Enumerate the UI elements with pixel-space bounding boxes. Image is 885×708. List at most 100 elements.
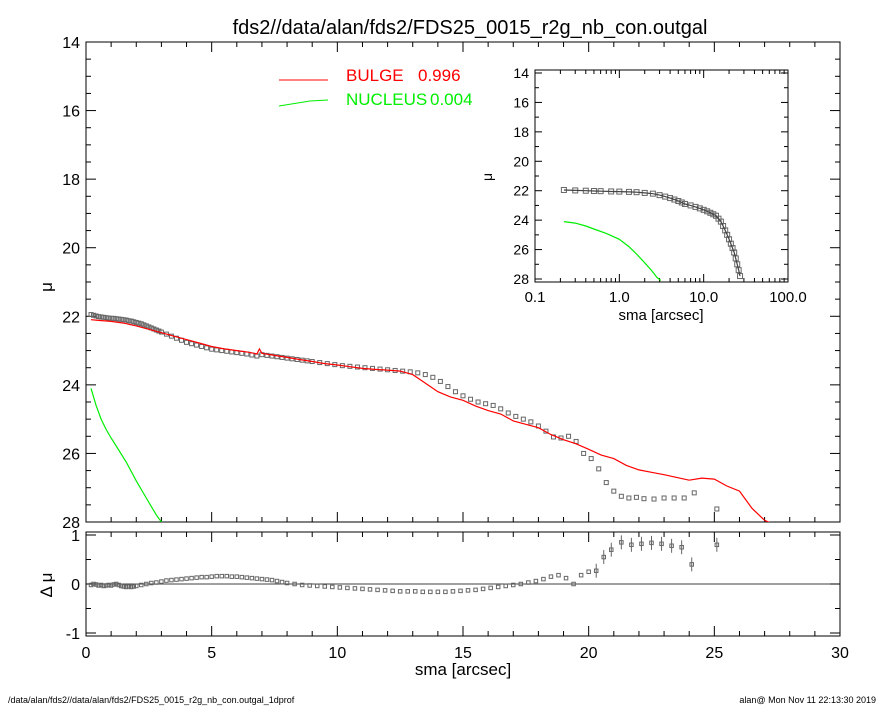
residual-point xyxy=(619,540,624,545)
residual-point xyxy=(488,585,493,591)
main-data-point xyxy=(460,393,466,399)
residual-point xyxy=(593,568,599,574)
residual-point xyxy=(314,583,320,589)
residual-point xyxy=(578,572,584,578)
residual-point xyxy=(194,575,199,580)
residual-point xyxy=(563,575,569,581)
main-data-point xyxy=(274,354,280,360)
main-data-point xyxy=(121,317,127,323)
inset-data-point xyxy=(726,236,733,243)
main-data-point xyxy=(101,314,107,320)
main-data-point xyxy=(91,312,97,318)
main-data-point xyxy=(118,316,124,322)
main-data-point xyxy=(138,321,144,327)
inset-data-point xyxy=(727,240,734,247)
inset-background xyxy=(508,66,792,284)
residual-point xyxy=(234,574,240,579)
main-data-point xyxy=(520,416,526,422)
main-data-point xyxy=(93,313,99,319)
legend-nucleus-swatch xyxy=(278,99,329,107)
main-data-point xyxy=(681,495,687,501)
inset-data-point xyxy=(692,203,699,210)
residual-point xyxy=(480,586,486,592)
residual-point xyxy=(649,540,654,546)
residual-point xyxy=(412,589,418,594)
residual-point xyxy=(714,542,720,548)
main-data-point xyxy=(661,495,667,501)
residual-xtick-label: 5 xyxy=(207,645,216,662)
residual-point xyxy=(382,588,388,593)
residual-point xyxy=(123,584,129,590)
inset-xtick-label: 0.1 xyxy=(525,289,546,306)
footer-timestamp: alan@ Mon Nov 11 22:13:30 2019 xyxy=(739,695,876,705)
residual-point xyxy=(659,541,664,547)
inset-ytick-label: 20 xyxy=(513,153,529,169)
main-data-point xyxy=(370,365,376,371)
residual-point xyxy=(679,545,684,550)
residual-point xyxy=(518,581,524,587)
residual-point xyxy=(669,543,674,549)
inset-y-axis-label: μ xyxy=(479,173,495,181)
residual-point xyxy=(458,588,463,594)
inset-x-axis-label: sma [arcsec] xyxy=(618,307,703,324)
legend-bulge-label: BULGE xyxy=(346,66,404,85)
main-data-point xyxy=(430,374,436,380)
residual-point xyxy=(503,583,508,589)
residual-point xyxy=(169,577,174,583)
inset-data-point xyxy=(722,227,729,234)
inset-data-point xyxy=(696,205,703,212)
residual-point xyxy=(229,574,235,579)
residual-point xyxy=(96,583,101,588)
inset-panel: 14 16 18 20 22 24 26 28 0.1 1.0 10.0 100.0 μ sma [a… xyxy=(479,65,807,324)
main-data-point xyxy=(633,494,639,500)
main-data-point xyxy=(264,352,270,358)
main-data-point xyxy=(603,480,609,486)
legend-nucleus-value: 0.004 xyxy=(430,90,473,109)
residual-point xyxy=(259,576,265,582)
residual-ticks: 10-10 5 10 15 20 25 30 xyxy=(66,528,849,662)
main-data-point xyxy=(116,316,122,322)
residual-point xyxy=(204,574,209,580)
main-data-point xyxy=(123,317,129,323)
residual-point xyxy=(465,588,471,593)
main-data-point xyxy=(128,318,134,324)
x-axis-label: sma [arcsec] xyxy=(415,660,511,679)
residual-point xyxy=(360,586,365,592)
residual-xtick-label: 10 xyxy=(328,645,346,662)
main-data-point xyxy=(199,343,205,349)
residual-point xyxy=(108,583,114,588)
residual-ytick-label: 0 xyxy=(71,577,80,594)
main-plot-area xyxy=(88,312,770,522)
inset-data-point xyxy=(704,208,711,215)
bulge-line xyxy=(90,319,770,522)
residual-point xyxy=(116,582,121,588)
residual-xtick-label: 30 xyxy=(831,645,849,662)
main-data-point xyxy=(209,346,215,352)
inset-data-point xyxy=(667,195,674,202)
inset-xtick-label: 1.0 xyxy=(609,289,630,306)
main-data-point xyxy=(362,365,368,371)
residual-point xyxy=(307,583,312,588)
inset-ytick-label: 26 xyxy=(513,242,529,258)
inset-data-point xyxy=(724,231,731,238)
residual-point xyxy=(159,579,164,584)
main-data-point xyxy=(108,315,114,321)
main-data-point xyxy=(490,402,496,408)
residual-point xyxy=(244,575,250,580)
main-data-point xyxy=(452,389,458,395)
residual-point xyxy=(93,582,99,587)
residual-plot-area xyxy=(86,535,840,595)
main-data-point xyxy=(714,506,720,512)
main-data-point xyxy=(588,456,594,462)
residual-point xyxy=(435,589,441,595)
residual-ytick-label: 1 xyxy=(71,528,80,545)
main-data-point xyxy=(98,314,104,320)
main-data-point xyxy=(96,314,102,320)
main-ticks: 14 16 18 20 22 24 26 28 xyxy=(62,35,841,532)
main-data-point xyxy=(153,327,159,333)
main-data-point xyxy=(204,345,210,351)
residual-point xyxy=(639,541,644,547)
residual-point xyxy=(144,581,149,587)
residual-point xyxy=(541,576,546,582)
residual-point xyxy=(548,574,554,579)
